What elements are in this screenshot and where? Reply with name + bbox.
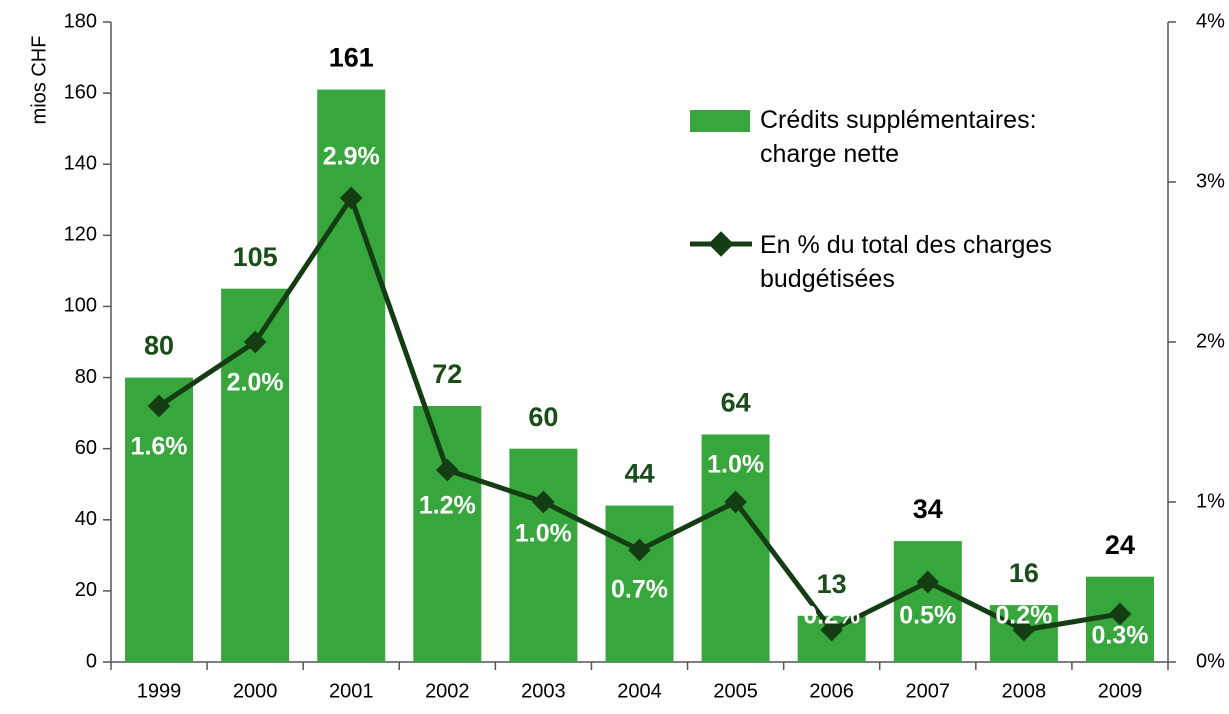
line-marker bbox=[1108, 602, 1132, 626]
x-tick-label: 1999 bbox=[137, 680, 182, 702]
bar bbox=[125, 377, 194, 662]
bar bbox=[605, 505, 674, 662]
x-tick-label: 2001 bbox=[329, 680, 374, 702]
y2-tick-label: 1% bbox=[1196, 490, 1225, 512]
bar-value-label: 64 bbox=[721, 388, 751, 418]
bar bbox=[893, 541, 962, 662]
line-marker bbox=[1012, 618, 1036, 642]
y-axis-label: mios CHF bbox=[28, 36, 50, 125]
y-tick-label: 20 bbox=[75, 579, 97, 601]
y-tick-label: 100 bbox=[64, 295, 97, 317]
y2-tick-label: 0% bbox=[1196, 650, 1225, 672]
bar-value-label: 13 bbox=[817, 569, 847, 599]
line-value-label: 1.2% bbox=[419, 492, 476, 520]
bar-value-label: 80 bbox=[144, 331, 174, 361]
line-marker bbox=[532, 490, 555, 514]
bar bbox=[509, 448, 578, 662]
y-tick-label: 120 bbox=[64, 224, 97, 246]
bar-value-label: 34 bbox=[913, 494, 943, 524]
y-tick-label: 140 bbox=[64, 153, 97, 175]
line-value-label: 0.3% bbox=[1091, 622, 1148, 650]
line-value-label: 1.6% bbox=[131, 433, 188, 461]
bar bbox=[317, 89, 386, 663]
legend-label: En % du total des charges budgétisées bbox=[760, 231, 1052, 293]
line-value-label: 0.2% bbox=[995, 602, 1052, 630]
y-tick-label: 40 bbox=[75, 508, 97, 530]
bar-value-label: 72 bbox=[432, 359, 462, 389]
bar-value-label: 16 bbox=[1009, 558, 1039, 588]
y2-tick-label: 2% bbox=[1196, 330, 1225, 352]
line-value-label: 2.0% bbox=[227, 369, 284, 397]
x-tick-label: 2008 bbox=[1002, 680, 1047, 702]
legend-marker bbox=[708, 231, 734, 257]
bar-value-label: 60 bbox=[528, 402, 558, 432]
line-value-label: 2.9% bbox=[323, 143, 380, 171]
y-tick-label: 80 bbox=[75, 366, 97, 388]
line-value-label: 0.5% bbox=[899, 602, 956, 630]
bar bbox=[701, 434, 770, 662]
line-marker bbox=[436, 458, 459, 482]
bar bbox=[413, 406, 482, 662]
bar-value-label: 105 bbox=[233, 242, 278, 272]
x-tick-label: 2002 bbox=[425, 680, 470, 702]
y2-tick-label: 4% bbox=[1196, 10, 1225, 32]
x-tick-label: 2009 bbox=[1098, 680, 1143, 702]
line-marker bbox=[916, 570, 940, 594]
line-value-label: 1.0% bbox=[707, 451, 764, 479]
x-tick-label: 2004 bbox=[617, 680, 662, 702]
line-value-label: 1.0% bbox=[515, 520, 572, 548]
line-marker bbox=[820, 618, 843, 642]
legend-label: Crédits supplémentaires: charge nette bbox=[760, 106, 1037, 168]
y-tick-label: 60 bbox=[75, 437, 97, 459]
x-tick-label: 2007 bbox=[906, 680, 951, 702]
bar-value-label: 44 bbox=[624, 459, 654, 489]
x-tick-label: 2000 bbox=[233, 680, 278, 702]
x-tick-label: 2005 bbox=[713, 680, 758, 702]
line-marker bbox=[628, 538, 651, 562]
legend-swatch bbox=[690, 110, 750, 132]
line-marker bbox=[724, 490, 747, 514]
bar-value-label: 24 bbox=[1105, 530, 1135, 560]
bar-value-label: 161 bbox=[329, 43, 374, 73]
y-tick-label: 180 bbox=[64, 10, 97, 32]
line-value-label: 0.7% bbox=[611, 576, 668, 604]
y-tick-label: 160 bbox=[64, 81, 97, 103]
y2-tick-label: 3% bbox=[1196, 170, 1225, 192]
line-value-label: 0.2% bbox=[803, 602, 860, 630]
y-tick-label: 0 bbox=[86, 650, 97, 672]
x-tick-label: 2003 bbox=[521, 680, 566, 702]
x-tick-label: 2006 bbox=[809, 680, 854, 702]
